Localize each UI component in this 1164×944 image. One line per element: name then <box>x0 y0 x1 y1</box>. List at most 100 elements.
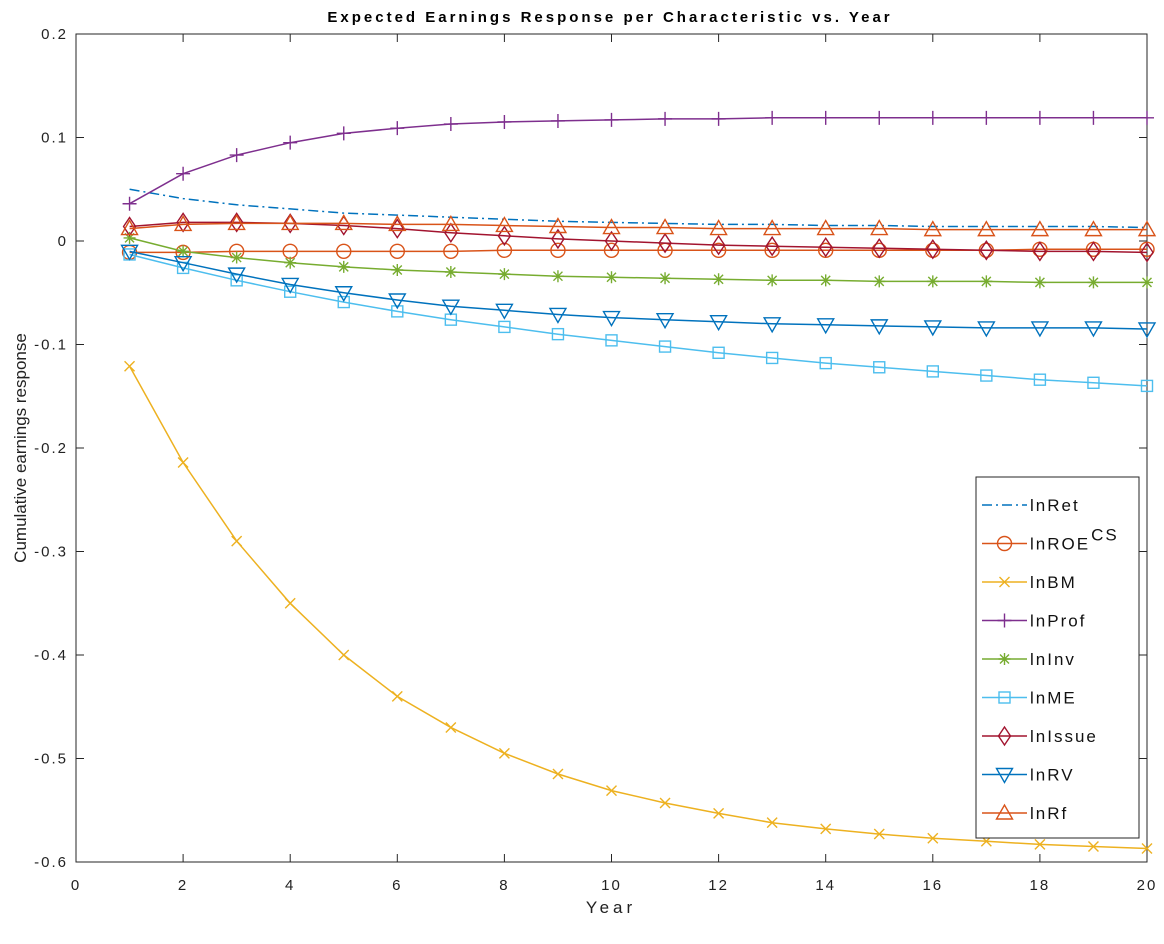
x-tick-label: 20 <box>1137 877 1158 894</box>
data-point-lnME <box>605 334 618 347</box>
data-point-lnProf <box>443 117 458 132</box>
data-point-lnBM <box>766 817 778 829</box>
data-point-lnBM <box>338 649 350 661</box>
data-point-lnBM <box>713 807 725 819</box>
data-point-lnRf <box>334 213 353 231</box>
y-axis: 0.2 0.1 0 -0.1 -0.2 -0.3 -0.4 -0.5 -0.6 <box>34 26 1147 871</box>
legend-label: lnRV <box>1030 766 1075 785</box>
data-point-lnME <box>284 285 297 298</box>
data-point-lnRf <box>495 216 514 233</box>
data-point-lnRV <box>120 244 139 261</box>
data-point-lnProf <box>336 126 351 141</box>
data-point-lnInv <box>498 268 511 281</box>
data-point-lnROE <box>710 242 727 259</box>
data-point-lnProf <box>229 148 244 163</box>
y-tick-label: -0.5 <box>34 751 68 768</box>
legend-marker-lnRV <box>995 767 1014 784</box>
series-lnRV <box>120 244 1157 339</box>
data-point-lnRf <box>1084 220 1103 237</box>
data-point-lnRf <box>762 219 782 236</box>
y-tick-label: -0.6 <box>34 854 68 871</box>
chart-title: Expected Earnings Response per Character… <box>327 9 892 26</box>
data-point-lnProf <box>711 111 726 126</box>
data-point-lnProf <box>604 112 619 127</box>
legend-label: lnBM <box>1030 573 1077 592</box>
data-point-lnRV <box>923 320 943 337</box>
legend-marker-lnIssue <box>997 725 1012 747</box>
data-point-lnRV <box>334 286 353 303</box>
data-point-lnInv <box>123 231 136 244</box>
data-point-lnRf <box>923 220 943 237</box>
data-point-lnRV <box>816 318 835 335</box>
data-point-lnRf <box>120 219 139 236</box>
y-tick-label: -0.1 <box>34 337 68 354</box>
data-point-lnRV <box>173 256 193 273</box>
legend-label: lnROE <box>1030 535 1090 554</box>
data-point-lnIssue <box>551 228 565 250</box>
data-point-lnIssue <box>229 212 244 233</box>
data-point-lnRV <box>655 312 675 330</box>
x-axis-label: Year <box>586 898 636 917</box>
series-lnRf <box>120 213 1157 237</box>
data-point-lnIssue <box>765 235 779 257</box>
data-point-lnME <box>1140 379 1154 393</box>
data-point-lnME <box>980 369 993 382</box>
data-point-lnInv <box>1087 276 1100 289</box>
data-point-lnRf <box>441 215 461 232</box>
data-point-lnBM <box>498 747 510 759</box>
data-point-lnME <box>551 327 565 341</box>
data-point-lnProf <box>658 111 673 126</box>
data-point-lnIssue <box>444 222 458 243</box>
data-point-lnInv <box>1141 276 1153 289</box>
data-point-lnME <box>926 365 939 378</box>
data-point-lnBM <box>927 832 939 844</box>
data-point-lnME <box>873 361 886 374</box>
data-point-lnProf <box>1032 110 1047 125</box>
data-point-lnRV <box>388 293 407 310</box>
data-point-lnIssue <box>1033 241 1047 262</box>
data-point-lnProf <box>390 121 405 136</box>
data-point-lnProf <box>1140 110 1154 125</box>
x-tick-label: 12 <box>708 877 729 894</box>
legend-marker-lnROE <box>996 535 1013 552</box>
data-point-lnInv <box>819 274 832 287</box>
series-line-lnProf <box>129 117 1147 205</box>
data-point-lnProf <box>497 114 512 129</box>
series-lnBM <box>124 360 1153 855</box>
y-axis-label: Cumulative earnings response <box>11 333 30 563</box>
data-point-lnIssue <box>658 232 672 254</box>
legend-label: lnME <box>1030 689 1077 708</box>
data-point-lnIssue <box>1140 242 1154 263</box>
data-point-lnME <box>658 340 672 353</box>
data-point-lnBM <box>177 456 189 468</box>
series-line-lnRV <box>129 250 1148 330</box>
x-tick-label: 14 <box>815 877 836 894</box>
data-point-lnRV <box>280 277 300 294</box>
data-point-lnROE <box>443 243 459 260</box>
data-point-lnIssue <box>390 218 405 239</box>
data-point-lnRV <box>1030 321 1050 338</box>
data-point-lnInv <box>230 251 243 264</box>
data-point-lnBM <box>1141 843 1153 855</box>
data-point-lnRf <box>977 220 996 237</box>
data-point-lnRf <box>280 213 300 231</box>
data-point-lnRf <box>388 215 407 232</box>
data-point-lnBM <box>552 768 564 780</box>
data-point-lnBM <box>606 785 617 797</box>
y-tick-label: 0.1 <box>41 130 68 147</box>
data-point-lnME <box>1087 376 1100 389</box>
data-point-lnME <box>765 351 779 365</box>
data-point-lnROE <box>764 242 780 259</box>
series-lnRet <box>129 188 1148 229</box>
data-point-lnProf <box>979 110 994 125</box>
series-lnME <box>123 248 1154 393</box>
data-point-lnInv <box>391 263 404 276</box>
x-tick-label: 10 <box>601 877 622 894</box>
data-point-lnIssue <box>925 239 940 260</box>
data-point-lnBM <box>231 535 243 547</box>
data-point-lnME <box>819 356 832 370</box>
data-point-lnIssue <box>872 237 887 259</box>
data-point-lnInv <box>337 260 350 273</box>
data-point-lnME <box>712 346 725 359</box>
